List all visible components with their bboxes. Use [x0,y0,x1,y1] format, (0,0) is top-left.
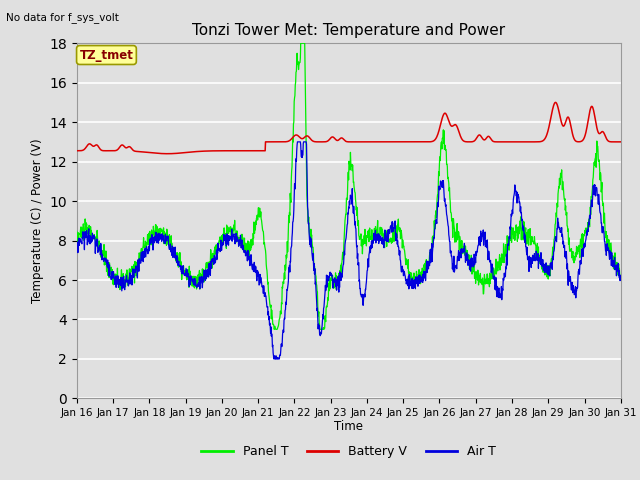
Title: Tonzi Tower Met: Temperature and Power: Tonzi Tower Met: Temperature and Power [192,23,506,38]
Legend: Panel T, Battery V, Air T: Panel T, Battery V, Air T [196,440,501,463]
Text: No data for f_sys_volt: No data for f_sys_volt [6,12,119,23]
Y-axis label: Temperature (C) / Power (V): Temperature (C) / Power (V) [31,139,44,303]
X-axis label: Time: Time [334,420,364,432]
Text: TZ_tmet: TZ_tmet [79,48,133,61]
